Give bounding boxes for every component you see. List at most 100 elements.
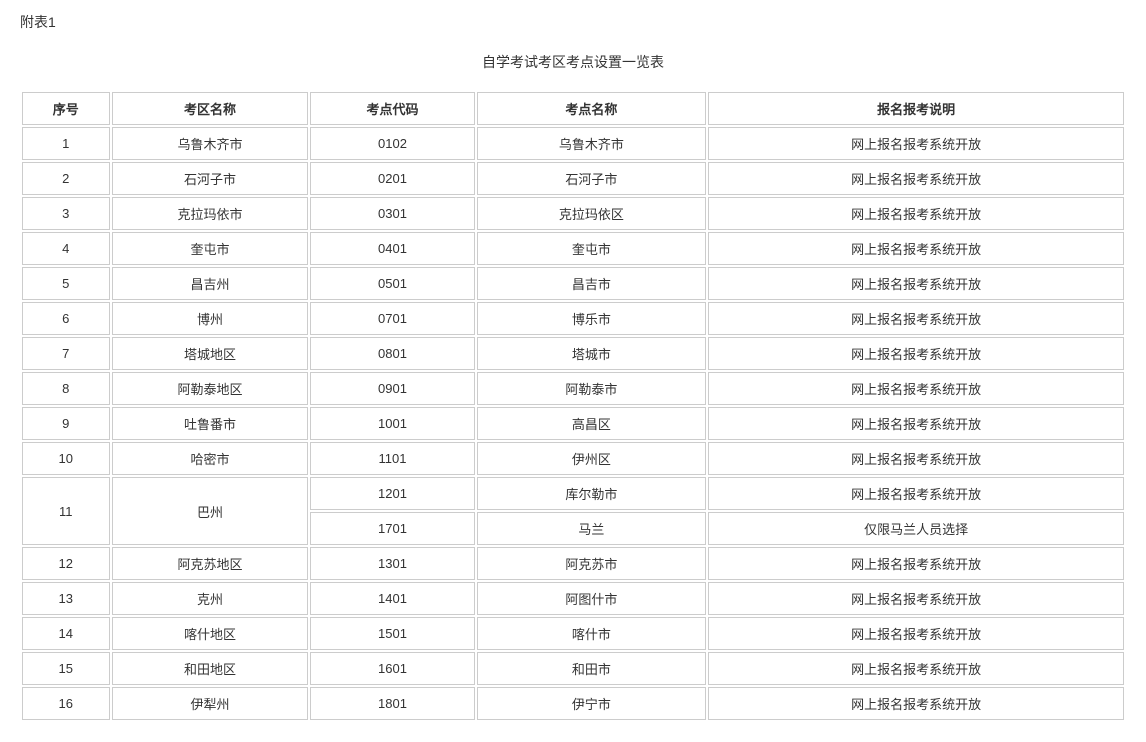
cell-notes: 网上报名报考系统开放 <box>708 407 1124 440</box>
pre-title: 附表1 <box>20 12 1126 32</box>
cell-area: 喀什地区 <box>112 617 309 650</box>
cell-area: 奎屯市 <box>112 232 309 265</box>
table-row: 4奎屯市0401奎屯市网上报名报考系统开放 <box>22 232 1124 265</box>
exam-sites-table: 序号 考区名称 考点代码 考点名称 报名报考说明 1乌鲁木齐市0102乌鲁木齐市… <box>20 90 1126 722</box>
col-header-area: 考区名称 <box>112 92 309 125</box>
cell-code: 0102 <box>310 127 474 160</box>
cell-notes: 网上报名报考系统开放 <box>708 547 1124 580</box>
cell-code: 0201 <box>310 162 474 195</box>
cell-notes: 网上报名报考系统开放 <box>708 442 1124 475</box>
col-header-seq: 序号 <box>22 92 110 125</box>
cell-code: 0801 <box>310 337 474 370</box>
cell-notes: 网上报名报考系统开放 <box>708 337 1124 370</box>
cell-code: 1301 <box>310 547 474 580</box>
page-title: 自学考试考区考点设置一览表 <box>20 52 1126 72</box>
cell-code: 0901 <box>310 372 474 405</box>
cell-notes: 网上报名报考系统开放 <box>708 302 1124 335</box>
table-row: 11巴州1201库尔勒市网上报名报考系统开放 <box>22 477 1124 510</box>
cell-seq: 10 <box>22 442 110 475</box>
cell-code: 1401 <box>310 582 474 615</box>
cell-area: 阿克苏地区 <box>112 547 309 580</box>
cell-site: 马兰 <box>477 512 707 545</box>
cell-notes: 网上报名报考系统开放 <box>708 232 1124 265</box>
cell-site: 阿克苏市 <box>477 547 707 580</box>
table-row: 2石河子市0201石河子市网上报名报考系统开放 <box>22 162 1124 195</box>
cell-code: 1601 <box>310 652 474 685</box>
cell-site: 石河子市 <box>477 162 707 195</box>
cell-code: 0501 <box>310 267 474 300</box>
cell-notes: 网上报名报考系统开放 <box>708 477 1124 510</box>
cell-notes: 网上报名报考系统开放 <box>708 652 1124 685</box>
cell-site: 伊宁市 <box>477 687 707 720</box>
cell-area: 博州 <box>112 302 309 335</box>
cell-code: 1201 <box>310 477 474 510</box>
cell-area: 阿勒泰地区 <box>112 372 309 405</box>
cell-site: 奎屯市 <box>477 232 707 265</box>
table-body: 1乌鲁木齐市0102乌鲁木齐市网上报名报考系统开放2石河子市0201石河子市网上… <box>22 127 1124 720</box>
cell-site: 和田市 <box>477 652 707 685</box>
table-row: 1乌鲁木齐市0102乌鲁木齐市网上报名报考系统开放 <box>22 127 1124 160</box>
cell-area: 昌吉州 <box>112 267 309 300</box>
cell-code: 1801 <box>310 687 474 720</box>
cell-notes: 网上报名报考系统开放 <box>708 267 1124 300</box>
cell-site: 库尔勒市 <box>477 477 707 510</box>
table-header-row: 序号 考区名称 考点代码 考点名称 报名报考说明 <box>22 92 1124 125</box>
table-row: 7塔城地区0801塔城市网上报名报考系统开放 <box>22 337 1124 370</box>
cell-seq: 1 <box>22 127 110 160</box>
col-header-site: 考点名称 <box>477 92 707 125</box>
cell-seq: 15 <box>22 652 110 685</box>
cell-area: 塔城地区 <box>112 337 309 370</box>
cell-code: 0701 <box>310 302 474 335</box>
cell-site: 昌吉市 <box>477 267 707 300</box>
cell-seq: 3 <box>22 197 110 230</box>
cell-site: 喀什市 <box>477 617 707 650</box>
cell-area: 伊犁州 <box>112 687 309 720</box>
cell-notes: 网上报名报考系统开放 <box>708 687 1124 720</box>
cell-seq: 13 <box>22 582 110 615</box>
cell-seq: 9 <box>22 407 110 440</box>
cell-site: 阿图什市 <box>477 582 707 615</box>
cell-area: 乌鲁木齐市 <box>112 127 309 160</box>
col-header-code: 考点代码 <box>310 92 474 125</box>
cell-seq: 5 <box>22 267 110 300</box>
cell-site: 乌鲁木齐市 <box>477 127 707 160</box>
cell-area: 和田地区 <box>112 652 309 685</box>
cell-site: 高昌区 <box>477 407 707 440</box>
cell-site: 博乐市 <box>477 302 707 335</box>
table-row: 14喀什地区1501喀什市网上报名报考系统开放 <box>22 617 1124 650</box>
cell-seq: 8 <box>22 372 110 405</box>
cell-seq: 14 <box>22 617 110 650</box>
cell-area: 克拉玛依市 <box>112 197 309 230</box>
cell-area: 哈密市 <box>112 442 309 475</box>
cell-notes: 网上报名报考系统开放 <box>708 617 1124 650</box>
cell-site: 克拉玛依区 <box>477 197 707 230</box>
cell-code: 1701 <box>310 512 474 545</box>
table-row: 6博州0701博乐市网上报名报考系统开放 <box>22 302 1124 335</box>
table-row: 13克州1401阿图什市网上报名报考系统开放 <box>22 582 1124 615</box>
cell-area: 巴州 <box>112 477 309 545</box>
cell-seq: 4 <box>22 232 110 265</box>
table-row: 5昌吉州0501昌吉市网上报名报考系统开放 <box>22 267 1124 300</box>
cell-site: 伊州区 <box>477 442 707 475</box>
table-row: 15和田地区1601和田市网上报名报考系统开放 <box>22 652 1124 685</box>
table-row: 16伊犁州1801伊宁市网上报名报考系统开放 <box>22 687 1124 720</box>
table-row: 10哈密市1101伊州区网上报名报考系统开放 <box>22 442 1124 475</box>
table-row: 3克拉玛依市0301克拉玛依区网上报名报考系统开放 <box>22 197 1124 230</box>
cell-notes: 仅限马兰人员选择 <box>708 512 1124 545</box>
cell-seq: 11 <box>22 477 110 545</box>
cell-site: 塔城市 <box>477 337 707 370</box>
cell-seq: 6 <box>22 302 110 335</box>
cell-notes: 网上报名报考系统开放 <box>708 162 1124 195</box>
cell-code: 1101 <box>310 442 474 475</box>
cell-code: 0401 <box>310 232 474 265</box>
table-row: 12阿克苏地区1301阿克苏市网上报名报考系统开放 <box>22 547 1124 580</box>
cell-notes: 网上报名报考系统开放 <box>708 372 1124 405</box>
cell-area: 吐鲁番市 <box>112 407 309 440</box>
col-header-notes: 报名报考说明 <box>708 92 1124 125</box>
table-row: 9吐鲁番市1001高昌区网上报名报考系统开放 <box>22 407 1124 440</box>
cell-notes: 网上报名报考系统开放 <box>708 127 1124 160</box>
cell-seq: 16 <box>22 687 110 720</box>
cell-code: 1501 <box>310 617 474 650</box>
cell-site: 阿勒泰市 <box>477 372 707 405</box>
table-row: 8阿勒泰地区0901阿勒泰市网上报名报考系统开放 <box>22 372 1124 405</box>
